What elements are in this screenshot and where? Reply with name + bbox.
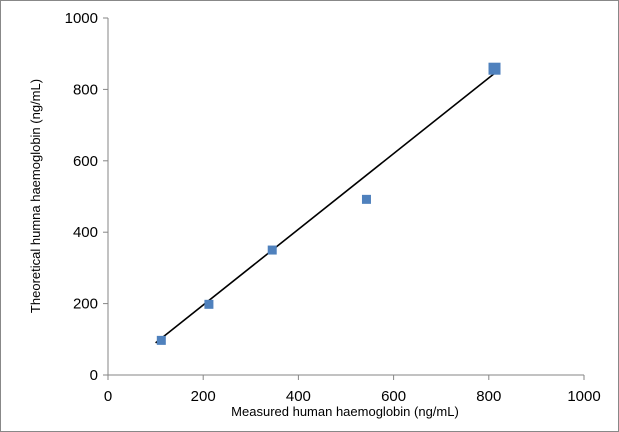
y-tick-label: 600 [73,153,98,170]
data-point [488,62,501,75]
data-point [156,335,166,345]
x-tick-label: 1000 [567,388,600,405]
data-point [361,194,371,204]
y-tick-label: 400 [73,224,98,241]
y-axis-title: Theoretical humna haemoglobin (ng/mL) [28,79,43,313]
tick-labels: 0 200 400 600 800 1000 0 200 400 600 800 1000 [65,10,601,405]
trendline [155,72,496,344]
x-tick-label: 600 [381,388,406,405]
y-tick-label: 200 [73,296,98,313]
data-points [156,62,501,345]
x-axis-title: Measured human haemoglobin (ng/mL) [231,404,459,419]
y-tick-label: 0 [90,367,98,384]
x-tick-label: 400 [286,388,311,405]
axes [103,17,585,380]
x-tick-label: 200 [191,388,216,405]
data-point [204,299,214,309]
y-tick-label: 1000 [65,10,98,27]
x-tick-label: 800 [476,388,501,405]
trendline-group [155,72,496,344]
y-tick-label: 800 [73,81,98,98]
x-tick-label: 0 [104,388,112,405]
data-point [267,245,277,255]
